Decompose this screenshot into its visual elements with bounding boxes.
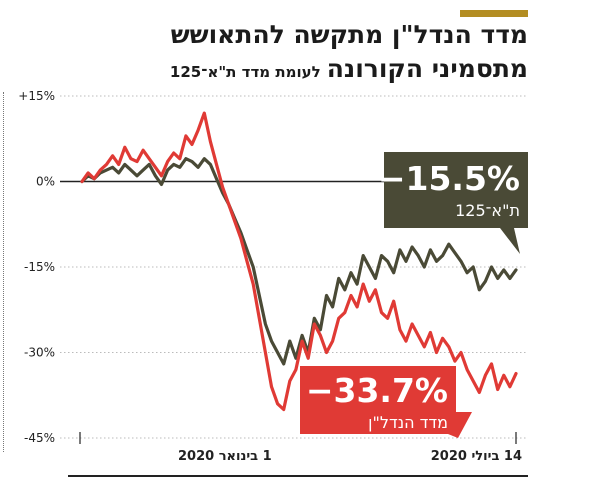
left-dotted-rule: [3, 92, 4, 452]
callout-box-real-estate: [300, 366, 472, 438]
bottom-rule: [68, 475, 528, 477]
chart-subtitle: לעומת מדד ת"א־125: [169, 63, 321, 81]
y-tick-label: -30%: [24, 346, 55, 360]
callout-label-ta125: ת"א־125: [455, 201, 520, 220]
accent-bar: [460, 10, 528, 17]
series-line-real-estate: [80, 111, 518, 412]
callout-box-ta125: [384, 152, 528, 254]
chart-title-line2: מתסמיני הקורונה: [326, 54, 528, 83]
x-tick-label: 1 בינואר 2020: [178, 449, 272, 464]
series-line-ta125: [80, 157, 518, 366]
callout-value-ta125: −15.5%: [378, 159, 520, 198]
y-tick-label: +15%: [18, 89, 55, 103]
chart-title-line2-row: מתסמיני הקורונה לעומת מדד ת"א־125: [170, 54, 528, 83]
y-tick-label: 0%: [36, 175, 55, 189]
callout-label-real-estate: מדד הנדל"ן: [368, 413, 448, 432]
y-tick-label: -45%: [24, 431, 55, 445]
callout-value-real-estate: −33.7%: [306, 371, 448, 410]
x-tick-label: 14 ביולי 2020: [431, 449, 522, 464]
chart-title-line1: מדד הנדל"ן מתקשה להתאושש: [170, 20, 528, 49]
y-tick-label: -15%: [24, 260, 55, 274]
